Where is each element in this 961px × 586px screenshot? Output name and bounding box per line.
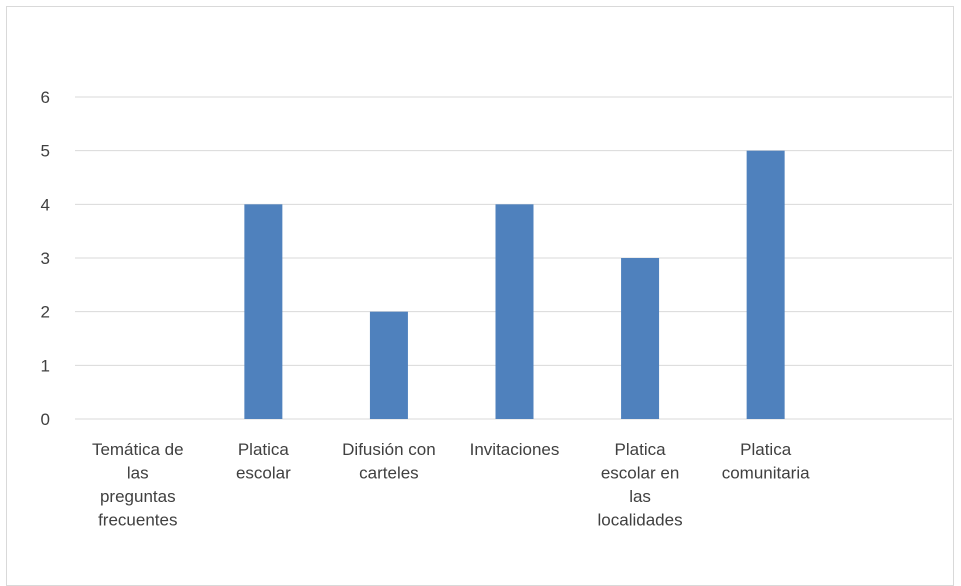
bar-4 [495, 204, 534, 419]
y-tick-label: 3 [41, 249, 50, 268]
x-category-label-line: Platica [615, 440, 667, 459]
x-category-label-line: Difusión con [342, 440, 436, 459]
x-category-label: Difusión con carteles [342, 440, 436, 483]
x-category-label-line: Invitaciones [470, 440, 560, 459]
x-category-label-line: las [629, 487, 651, 506]
y-tick-label: 1 [41, 356, 50, 375]
x-category-label: Platica comunitaria [722, 440, 810, 483]
x-category-label-line: las [127, 464, 149, 483]
bars [244, 150, 785, 419]
x-category-label-line: Platica [238, 440, 290, 459]
x-category-label: Platica escolar en las localidades [598, 440, 683, 530]
y-axis-tick-labels: 0 1 2 3 4 5 6 [41, 88, 50, 429]
x-category-label-line: escolar en [601, 464, 679, 483]
chart-frame [6, 6, 954, 586]
bar-6 [746, 150, 785, 419]
x-category-label-line: frecuentes [98, 511, 177, 530]
y-tick-label: 2 [41, 303, 50, 322]
bar-2 [244, 204, 283, 419]
y-tick-label: 4 [41, 195, 50, 214]
y-tick-label: 5 [41, 142, 50, 161]
y-tick-label: 0 [41, 410, 50, 429]
x-category-label-line: comunitaria [722, 464, 810, 483]
bar-3 [369, 311, 408, 419]
x-category-label-line: escolar [236, 464, 291, 483]
bar-chart: 0 1 2 3 4 5 6 Temática de las preguntas frecuente… [41, 88, 952, 530]
y-tick-label: 6 [41, 88, 50, 107]
x-category-label-line: Temática de [92, 440, 184, 459]
x-category-label: Platica escolar [236, 440, 291, 483]
x-axis-category-labels: Temática de las preguntas frecuentes Platica… [92, 440, 810, 530]
x-category-label: Temática de las preguntas frecuentes [92, 440, 184, 530]
x-category-label-line: preguntas [100, 487, 176, 506]
bar-5 [621, 258, 660, 419]
x-category-label-line: Platica [740, 440, 792, 459]
x-category-label: Invitaciones [470, 440, 560, 459]
x-category-label-line: localidades [598, 511, 683, 530]
x-category-label-line: carteles [359, 464, 419, 483]
